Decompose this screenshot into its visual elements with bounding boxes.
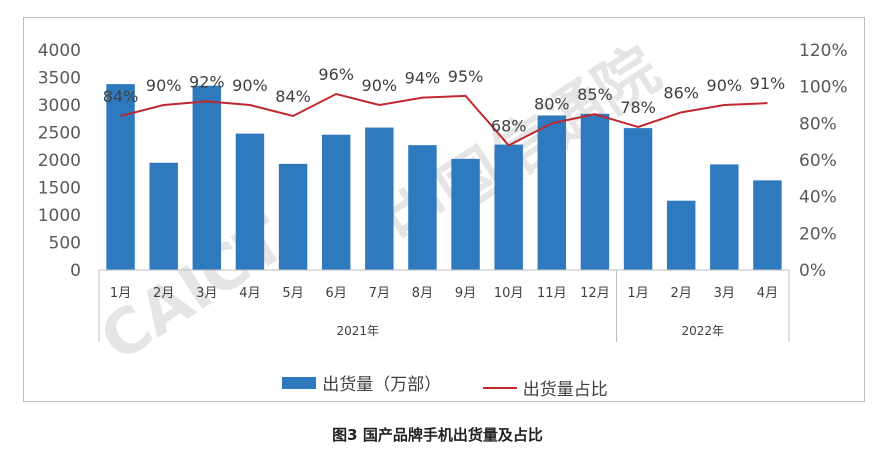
x-tick-label: 3月 [196, 286, 217, 301]
bar [149, 162, 178, 270]
x-tick-label: 6月 [326, 286, 347, 301]
x-tick-label: 8月 [412, 286, 433, 301]
line-series [120, 92, 768, 147]
figure-caption: 图3 国产品牌手机出货量及占比 [332, 426, 543, 444]
y-left-tick-label: 3500 [38, 69, 81, 89]
year-label: 2022年 [681, 324, 724, 338]
bar [753, 180, 782, 270]
y-right-tick-label: 100% [799, 78, 848, 98]
x-tick-label: 7月 [369, 286, 390, 301]
legend-item-line: 出货量占比 [482, 375, 608, 400]
y-axis-right: 0% 20% 40% 60% 80% 100% 120% [799, 41, 848, 281]
legend: 出货量（万部） 出货量占比 [24, 370, 866, 400]
bar-series [106, 84, 782, 270]
x-tick-label: 9月 [455, 286, 476, 301]
x-tick-label: 12月 [580, 286, 610, 301]
bar [537, 115, 567, 270]
y-left-tick-label: 1000 [38, 206, 81, 226]
data-label: 84% [103, 87, 139, 106]
data-label: 96% [318, 65, 354, 84]
bar [494, 144, 523, 270]
data-label: 84% [275, 87, 311, 106]
y-axis-left: 0 500 1000 1500 2000 2500 3000 3500 4000 [38, 41, 81, 281]
legend-item-bar: 出货量（万部） [282, 370, 441, 395]
chart-frame: CAICT 中国信通院 0500100015002000250030003500… [23, 17, 865, 402]
bar [710, 164, 739, 270]
y-right-tick-label: 0% [799, 261, 826, 281]
data-label: 85% [577, 85, 613, 104]
x-tick-label: 1月 [110, 286, 131, 301]
x-tick-label: 11月 [537, 286, 567, 301]
data-label: 90% [232, 76, 268, 95]
x-tick-label: 3月 [714, 286, 735, 301]
y-left-tick-label: 500 [49, 234, 81, 254]
bar [623, 128, 653, 270]
data-label: 80% [534, 94, 570, 113]
y-left-tick-label: 2500 [38, 124, 81, 144]
bar [321, 134, 351, 270]
data-label: 90% [146, 76, 182, 95]
x-tick-label: 1月 [627, 286, 648, 301]
y-left-tick-label: 2000 [38, 151, 81, 171]
y-left-tick-label: 1500 [38, 179, 81, 199]
bar [278, 163, 308, 270]
x-tick-label: 5月 [282, 286, 303, 301]
data-label: 95% [448, 67, 484, 86]
data-label: 92% [189, 72, 225, 91]
data-label: 78% [620, 98, 656, 117]
bar [666, 200, 696, 270]
data-label: 68% [491, 116, 527, 135]
y-right-tick-label: 80% [799, 114, 837, 134]
legend-swatch-line [482, 386, 517, 389]
bar [365, 127, 394, 270]
x-axis: 1月 2月 3月 4月 5月 6月 7月 8月 9月 10月 11月 12月 1月 2月 3月 4月 2021年… [98, 269, 790, 342]
x-tick-label: 2月 [153, 286, 174, 301]
bar [106, 84, 135, 270]
y-left-tick-label: 4000 [38, 41, 81, 61]
legend-label-bar: 出货量（万部） [322, 375, 442, 395]
y-right-tick-label: 20% [799, 224, 837, 244]
bar [580, 113, 610, 270]
data-label: 91% [750, 74, 786, 93]
data-label: 90% [707, 76, 743, 95]
share-line [120, 92, 768, 147]
data-label: 86% [663, 83, 699, 102]
legend-label-line: 出货量占比 [522, 380, 608, 400]
data-label: 94% [405, 69, 441, 88]
year-label: 2021年 [336, 324, 379, 338]
bar [408, 145, 437, 270]
x-tick-label: 4月 [757, 286, 778, 301]
data-labels: 84% 90% 92% 90% 84% 96% 90% 94% 95% 68% 80% 85% 78% 8… [103, 65, 785, 135]
chart-svg: CAICT 中国信通院 0500100015002000250030003500… [38, 33, 848, 376]
x-tick-label: 4月 [239, 286, 260, 301]
legend-swatch-bar [282, 376, 317, 389]
bar [192, 85, 222, 270]
y-right-tick-label: 60% [799, 151, 837, 171]
data-label: 90% [362, 76, 398, 95]
x-tick-label: 10月 [494, 286, 524, 301]
y-right-tick-label: 120% [799, 41, 848, 61]
y-right-tick-label: 40% [799, 188, 837, 208]
bar [235, 133, 265, 270]
y-left-tick-label: 3000 [38, 96, 81, 116]
y-left-tick-label: 0 [70, 261, 81, 281]
bar [451, 158, 480, 270]
x-tick-label: 2月 [671, 286, 692, 301]
